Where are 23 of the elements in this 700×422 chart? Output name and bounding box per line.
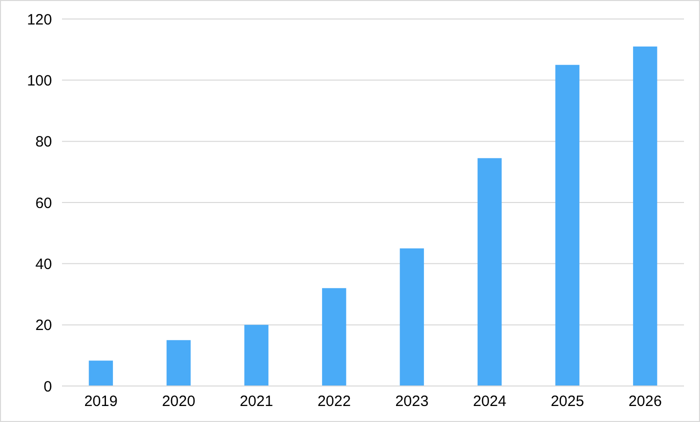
x-tick-label: 2025 <box>550 393 584 410</box>
x-tick-label: 2020 <box>162 393 196 410</box>
y-tick-label: 40 <box>35 256 52 273</box>
x-tick-label: 2026 <box>628 393 662 410</box>
bar <box>633 46 658 386</box>
bar <box>400 248 424 386</box>
y-tick-label: 20 <box>35 317 52 334</box>
bar <box>166 340 191 386</box>
y-tick-label: 120 <box>26 11 52 28</box>
bar <box>555 64 580 386</box>
x-tick-label: 2023 <box>395 393 429 410</box>
y-tick-label: 100 <box>26 72 52 90</box>
y-tick-label: 60 <box>35 194 52 212</box>
y-tick-label: 0 <box>44 378 52 396</box>
bar <box>478 158 502 386</box>
bar <box>244 324 268 386</box>
x-tick-label: 2022 <box>317 393 351 410</box>
bar <box>88 360 113 386</box>
x-tick-label: 2024 <box>472 393 506 410</box>
x-tick-label: 2019 <box>84 393 118 410</box>
y-tick-label: 80 <box>35 134 52 151</box>
bar <box>322 288 346 386</box>
x-tick-label: 2021 <box>240 393 274 410</box>
